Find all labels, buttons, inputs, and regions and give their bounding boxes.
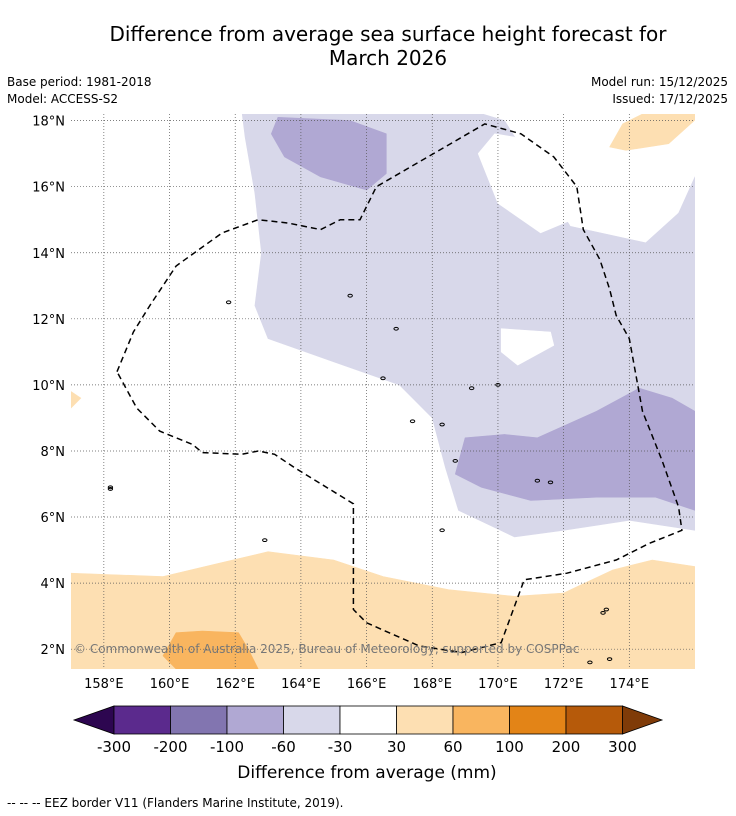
colorbar-tick-label: 60 — [443, 738, 462, 756]
colorbar-tick-label: 300 — [608, 738, 637, 756]
colorbar-extend-low — [72, 705, 115, 735]
region-pos-30-60-7 — [71, 391, 82, 409]
region-neutral-1 — [477, 133, 581, 234]
copyright-notice: © Commonwealth of Australia 2025, Bureau… — [74, 642, 579, 656]
y-tick-label-12: 12°N — [32, 313, 65, 328]
region-pos-30-60-6 — [609, 114, 695, 151]
colorbar-swatch-neg-200-100 — [170, 705, 228, 735]
region-neutral-2 — [500, 328, 555, 366]
y-tick-label-14: 14°N — [32, 247, 65, 262]
island-8 — [587, 660, 593, 665]
title-line-1: Difference from average sea surface heig… — [109, 22, 667, 46]
island-16 — [439, 422, 445, 427]
colorbar-swatch-pos-60-100 — [452, 705, 510, 735]
y-tick-label-8: 8°N — [41, 445, 66, 460]
island-5 — [603, 607, 610, 612]
colorbar-swatch-neg-60-30 — [283, 705, 341, 735]
colorbar-tick-label: -100 — [210, 738, 244, 756]
gridlines — [71, 114, 695, 669]
island-15 — [495, 382, 501, 387]
x-tick-label-170: 170°E — [478, 677, 518, 692]
colorbar: -300 -200 -100 -60 -30 30 60 100 200 300 — [72, 705, 664, 756]
x-tick-label-158: 158°E — [84, 677, 124, 692]
x-tick-label-174: 174°E — [610, 677, 650, 692]
colorbar-tick-label: -30 — [328, 738, 353, 756]
issued-date: Issued: 17/12/2025 — [612, 92, 728, 106]
island-13 — [347, 293, 353, 298]
colorbar-swatch-pos-200-300 — [565, 705, 623, 735]
island-3 — [547, 480, 554, 485]
colorbar-extend-high — [622, 705, 664, 735]
y-tick-label-6: 6°N — [41, 511, 66, 526]
region-pos-60-100-8 — [162, 630, 259, 669]
island-18 — [468, 386, 475, 391]
x-tick-label-166: 166°E — [347, 677, 387, 692]
region-neg-100-60-4 — [454, 387, 695, 511]
colorbar-tick-label: 100 — [495, 738, 524, 756]
x-axis: 158°E 160°E 162°E 164°E 166°E 168°E 170°E 172°E… — [84, 677, 649, 692]
colorbar-tick-label: -200 — [153, 738, 187, 756]
model-run: Model run: 15/12/2025 — [590, 75, 728, 89]
colorbar-swatch-neg-300-200 — [113, 705, 171, 735]
x-tick-label-162: 162°E — [215, 677, 255, 692]
colorbar-swatch-pos-30-60 — [396, 705, 454, 735]
x-tick-label-164: 164°E — [281, 677, 321, 692]
x-tick-label-160: 160°E — [150, 677, 190, 692]
colorbar-tick-label: 200 — [552, 738, 581, 756]
island-1 — [107, 487, 114, 491]
y-tick-label-16: 16°N — [32, 181, 65, 196]
colorbar-swatch-neutral — [339, 705, 397, 735]
island-7 — [606, 657, 613, 661]
land-features — [107, 293, 613, 665]
colorbar-tick-label: 30 — [387, 738, 406, 756]
chart-title: Difference from average sea surface heig… — [40, 22, 736, 70]
model-name: Model: ACCESS-S2 — [7, 92, 119, 106]
island-12 — [225, 300, 232, 305]
x-tick-label-172: 172°E — [544, 677, 584, 692]
title-line-2: March 2026 — [328, 46, 448, 70]
anomaly-regions — [71, 114, 695, 669]
colorbar-label: Difference from average (mm) — [237, 763, 496, 783]
y-axis: 2°N 4°N 6°N 8°N 10°N 12°N 14°N 16°N 18°N — [32, 115, 65, 659]
island-6 — [600, 610, 606, 615]
base-period: Base period: 1981-2018 — [7, 75, 152, 89]
island-10 — [262, 538, 268, 543]
island-11 — [380, 376, 386, 381]
island-9 — [439, 528, 445, 533]
island-17 — [409, 419, 416, 424]
y-tick-label-10: 10°N — [32, 379, 65, 394]
colorbar-swatch-pos-100-200 — [509, 705, 567, 735]
colorbar-swatch-neg-100-60 — [226, 705, 284, 735]
colorbar-tick-label: -60 — [271, 738, 296, 756]
x-tick-label-168: 168°E — [412, 677, 452, 692]
eez-legend-note: -- -- -- EEZ border V11 (Flanders Marine… — [7, 796, 344, 810]
island-0 — [107, 485, 114, 490]
y-tick-label-4: 4°N — [41, 577, 66, 592]
island-2 — [534, 478, 541, 483]
colorbar-tick-label: -300 — [97, 738, 131, 756]
eez-border — [116, 123, 683, 654]
meta-left: Base period: 1981-2018 Model: ACCESS-S2 — [7, 74, 152, 108]
island-14 — [393, 326, 399, 331]
island-4 — [452, 458, 458, 463]
meta-right: Model run: 15/12/2025 Issued: 17/12/2025 — [591, 74, 728, 108]
y-tick-label-2: 2°N — [41, 643, 66, 658]
y-tick-label-18: 18°N — [32, 115, 65, 130]
